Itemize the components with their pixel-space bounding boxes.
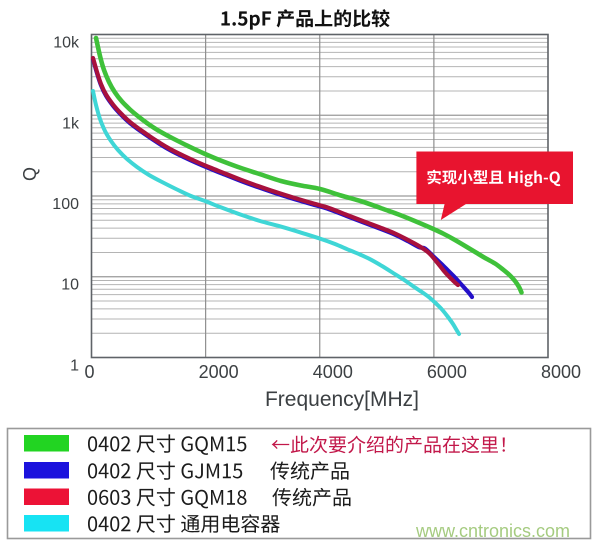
svg-text:6000: 6000 bbox=[427, 362, 467, 382]
svg-text:10k: 10k bbox=[53, 35, 80, 52]
svg-text:8000: 8000 bbox=[541, 362, 581, 382]
svg-text:100: 100 bbox=[52, 196, 79, 213]
svg-text:0: 0 bbox=[85, 362, 95, 382]
svg-text:Q: Q bbox=[20, 167, 40, 181]
svg-text:Frequency[MHz]: Frequency[MHz] bbox=[265, 388, 419, 411]
svg-text:www.cntronics.com: www.cntronics.com bbox=[415, 521, 570, 541]
svg-text:1k: 1k bbox=[62, 115, 80, 132]
svg-text:10: 10 bbox=[61, 277, 79, 294]
svg-text:4000: 4000 bbox=[313, 362, 353, 382]
svg-text:2000: 2000 bbox=[199, 362, 239, 382]
svg-text:1: 1 bbox=[70, 358, 79, 375]
